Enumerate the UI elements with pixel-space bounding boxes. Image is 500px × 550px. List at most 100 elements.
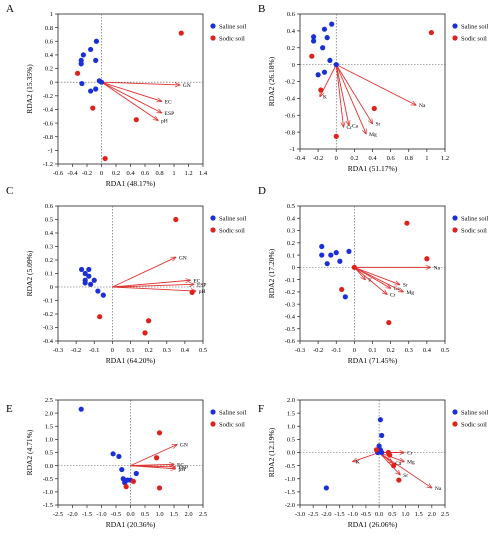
y-tick-label: 0.1	[45, 271, 53, 278]
y-tick-label: -0.4	[285, 314, 296, 321]
y-tick-label: 0.8	[45, 25, 53, 32]
panel-letter: D	[258, 185, 266, 197]
x-tick-label: -0.4	[295, 155, 306, 162]
vector-label-na: Na	[419, 103, 426, 109]
y-tick-label: 2.5	[45, 397, 53, 404]
x-axis-label: RDA1 (51.17%)	[348, 164, 398, 173]
saline-soil-point	[376, 443, 382, 449]
x-tick-label: 0	[100, 170, 103, 177]
y-tick-label: 0.5	[287, 203, 295, 210]
y-tick-label: -0.6	[285, 112, 296, 119]
saline-soil-point	[377, 417, 384, 423]
x-tick-label: -0.2	[71, 347, 81, 354]
legend-marker	[452, 23, 458, 29]
y-tick-label: 0	[50, 79, 53, 86]
legend-label: Sodic soil	[219, 36, 245, 43]
vector-label-mg: Mg	[407, 460, 415, 466]
legend-marker	[210, 409, 216, 415]
legend-marker	[210, 215, 216, 221]
vector-arrow-ec	[101, 81, 162, 101]
x-tick-label: 0.2	[145, 347, 153, 354]
legend-label: Saline soil	[219, 410, 246, 417]
x-tick-label: 1.2	[184, 170, 192, 177]
plot-frame	[57, 13, 204, 165]
x-tick-label: 0.2	[112, 170, 120, 177]
y-axis-label: RDA2 (15.35%)	[25, 64, 34, 114]
y-tick-label: -1	[48, 148, 53, 155]
legend-marker	[452, 35, 458, 41]
x-tick-label: -0.1	[331, 347, 341, 354]
vector-label-k: K	[323, 95, 327, 101]
panel-letter: A	[6, 3, 14, 15]
sodic-soil-point	[189, 289, 195, 295]
vector-label-cr: Cr	[347, 125, 353, 131]
sodic-soil-point	[428, 29, 435, 36]
x-tick-label: 1.5	[415, 511, 423, 518]
x-axis-label: RDA1 (71.45%)	[348, 356, 398, 365]
x-tick-label: -2.5	[53, 511, 63, 518]
sodic-soil-point	[97, 314, 103, 320]
x-tick-label: 2.0	[184, 511, 192, 518]
y-tick-label: 0.6	[287, 11, 296, 18]
saline-soil-point	[116, 453, 122, 460]
x-tick-label: -1.0	[96, 511, 106, 518]
panel-letter: E	[6, 403, 13, 415]
y-tick-label: -1.5	[43, 502, 53, 509]
saline-soil-point	[86, 273, 92, 279]
plot-frame	[299, 13, 446, 150]
y-tick-label: -0.2	[43, 311, 53, 318]
y-tick-label: 0.4	[287, 215, 296, 222]
sodic-soil-point	[133, 117, 139, 123]
x-tick-label: 0	[111, 347, 114, 354]
panel-letter: B	[258, 3, 265, 15]
sodic-soil-point	[123, 484, 129, 490]
vector-arrow-cr	[335, 64, 343, 127]
x-axis-label: RDA1 (48.17%)	[106, 179, 156, 188]
panel-f: F-3.0 -2.5 -2.0 -1.5 -1.0 -0.5 0.0 0.5 1.0 1.5 2.0…	[258, 397, 488, 529]
y-tick-label: -2.0	[285, 502, 295, 509]
saline-soil-point	[310, 34, 317, 40]
vector-arrow-ec	[112, 280, 190, 288]
saline-soil-point	[346, 248, 352, 255]
vector-arrow-sr	[354, 266, 399, 284]
y-tick-label: -0.4	[285, 96, 296, 103]
y-tick-label: -0.2	[285, 79, 295, 86]
sodic-soil-point	[390, 463, 397, 469]
saline-soil-point	[100, 292, 106, 298]
panel-a: A-0.6 -0.4 -0.2 0 0.2 0.4 0.6 0.8 1 1.2 1.4-1.2-1-…	[6, 3, 246, 188]
vector-label-ph: pH	[199, 289, 206, 295]
vector-arrow-esp	[101, 81, 162, 113]
saline-soil-point	[329, 21, 335, 27]
x-tick-label: 1.0	[401, 511, 409, 518]
x-tick-label: -0.3	[295, 347, 305, 354]
panel-b: B -0.4 -0.2 0 0.2 0.4 0.6 0.8 1 1.2 -1 -0.8 -0.6 -0.4…	[258, 3, 488, 173]
vector-arrow-mg	[354, 266, 403, 292]
saline-soil-point	[82, 280, 88, 286]
x-tick-label: 0.5	[441, 347, 449, 354]
y-axis-label: RDA2 (5.09%)	[25, 250, 34, 296]
x-tick-label: 1.0	[155, 511, 163, 518]
y-tick-label: 0.4	[45, 52, 54, 59]
sodic-soil-point	[130, 478, 136, 484]
vector-label-ec: EC	[165, 99, 172, 105]
x-tick-label: -1.5	[334, 511, 344, 518]
y-tick-label: 1.0	[287, 423, 295, 430]
legend-marker	[452, 421, 458, 427]
saline-soil-point	[320, 45, 326, 51]
sodic-soil-point	[371, 105, 377, 112]
plot-frame	[299, 205, 446, 342]
legend-marker	[210, 35, 216, 41]
y-tick-label: 0	[50, 284, 53, 291]
saline-soil-point	[333, 62, 339, 68]
y-tick-label: 1	[50, 11, 53, 18]
saline-soil-point	[324, 35, 330, 41]
vector-arrow-esp	[112, 284, 194, 288]
vector-arrow-gn	[112, 257, 175, 288]
x-tick-label: 0.0	[126, 511, 134, 518]
vector-label-gn: GN	[180, 443, 188, 449]
saline-soil-point	[323, 485, 329, 491]
x-tick-label: -3.0	[295, 511, 305, 518]
y-tick-label: -1	[290, 146, 295, 153]
sodic-soil-point	[387, 452, 393, 458]
x-tick-label: -1.0	[348, 511, 358, 518]
